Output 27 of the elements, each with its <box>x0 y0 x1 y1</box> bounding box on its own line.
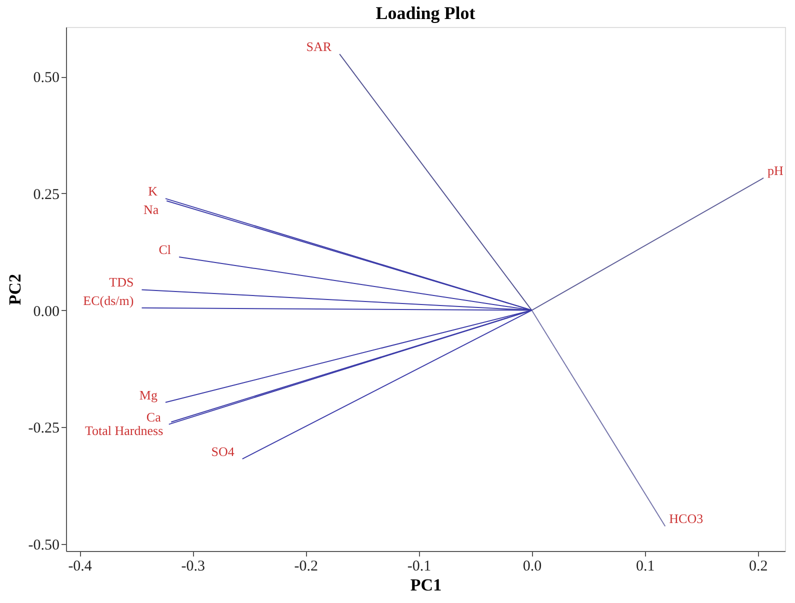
series-label: EC(ds/m) <box>83 292 134 308</box>
series-label: SO4 <box>211 444 235 459</box>
y-tick-label: 0.50 <box>33 70 60 86</box>
x-tick-label: 0.2 <box>748 558 768 574</box>
y-tick-label: 0.00 <box>33 304 60 320</box>
x-tick-label: 0.1 <box>636 558 655 574</box>
series-label: TDS <box>109 274 134 290</box>
y-axis-title: PC2 <box>5 274 24 306</box>
y-tick-label: -0.25 <box>28 420 60 437</box>
series-label: pH <box>768 162 784 178</box>
series-label: Cl <box>158 242 172 257</box>
series-label: Total Hardness <box>84 422 164 438</box>
x-axis-title: PC1 <box>410 576 442 594</box>
series-label: K <box>148 184 158 199</box>
x-tick-label: 0.0 <box>522 558 542 574</box>
series-label: HCO3 <box>669 511 704 526</box>
y-tick-label: -0.50 <box>28 537 60 554</box>
series-label: SAR <box>306 39 332 54</box>
chart-title: Loading Plot <box>376 3 476 23</box>
x-tick-label: -0.4 <box>68 558 92 574</box>
series-label: Ca <box>146 409 162 424</box>
x-tick-label: -0.1 <box>407 558 432 574</box>
x-tick-label: -0.2 <box>294 558 318 574</box>
series-label: Mg <box>139 387 158 402</box>
series-label: Na <box>143 202 159 217</box>
y-tick-label: 0.25 <box>33 186 60 203</box>
x-tick-label: -0.3 <box>181 558 205 574</box>
